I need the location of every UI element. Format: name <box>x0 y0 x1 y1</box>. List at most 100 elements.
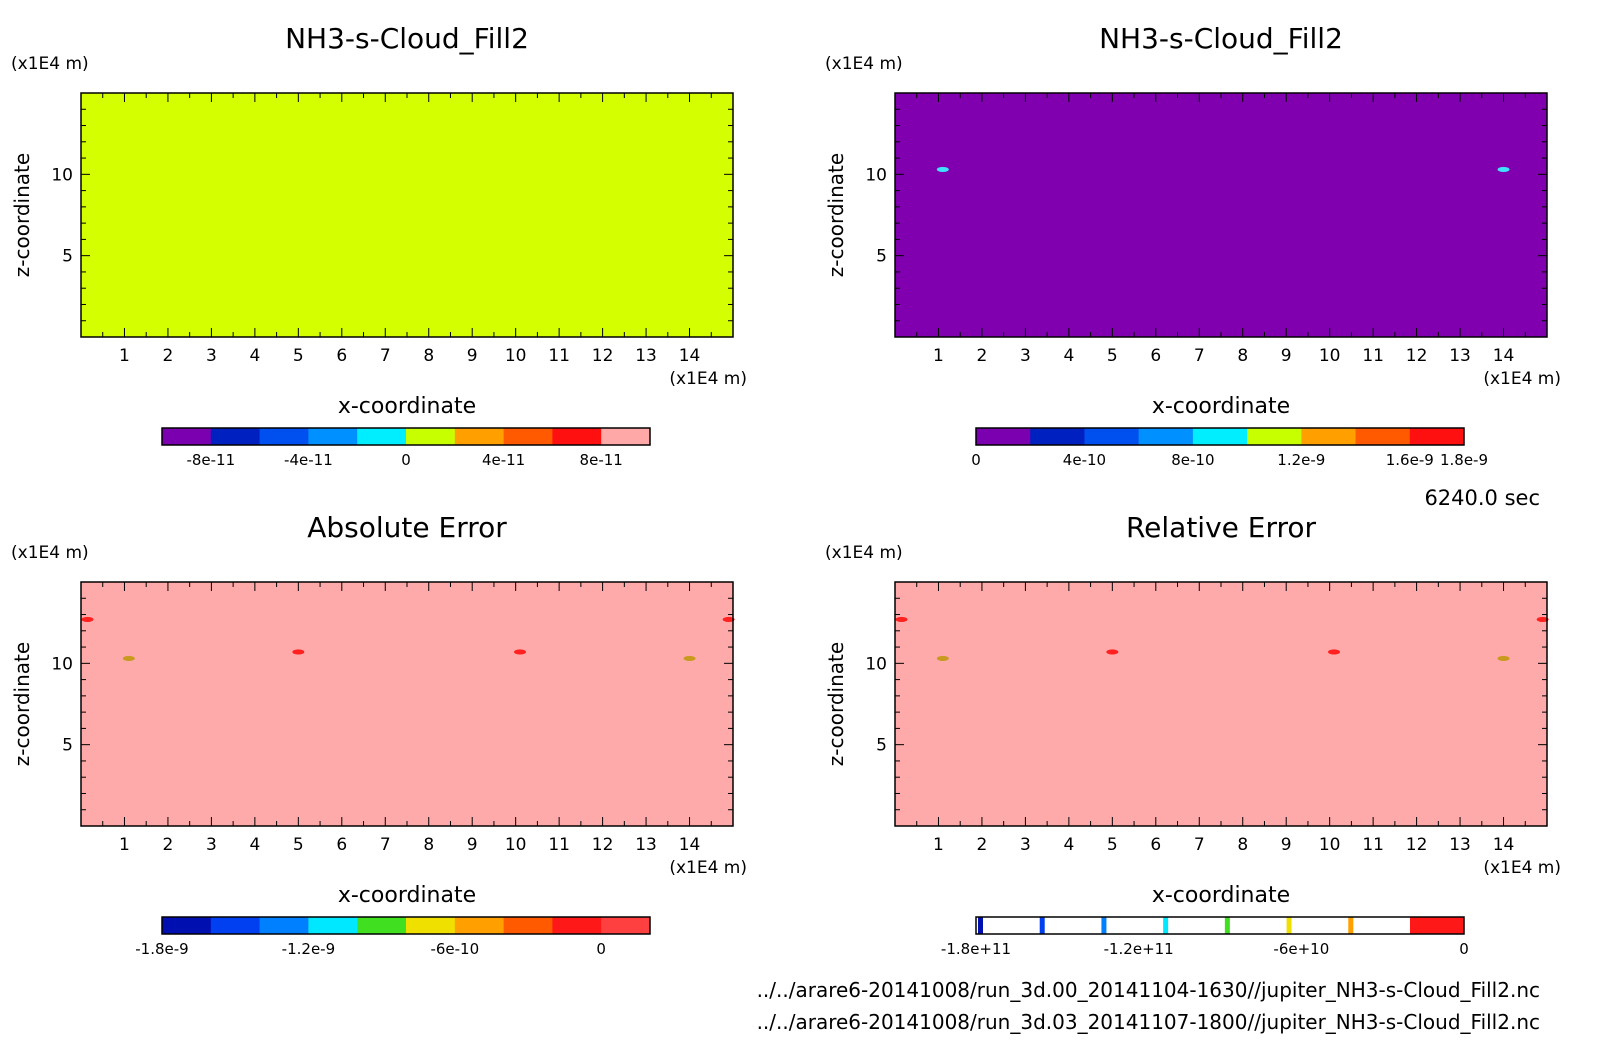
x-axis-label: x-coordinate <box>338 394 476 419</box>
x-tick-label: 4 <box>1063 346 1074 366</box>
colorbar-swatch <box>454 428 505 445</box>
colorbar-swatch <box>1138 428 1194 445</box>
x-tick-label: 7 <box>380 346 391 366</box>
x-tick-label: 11 <box>1362 835 1384 855</box>
x-tick-label: 8 <box>423 835 434 855</box>
time-label: 6240.0 sec <box>1424 486 1540 510</box>
z-tick-label: 10 <box>865 165 887 185</box>
colorbar-swatch <box>210 428 261 445</box>
colorbar-tick-label: 1.6e-9 <box>1386 451 1434 469</box>
colorbar-tick-label: 0 <box>971 451 981 469</box>
x-tick-label: 9 <box>467 835 478 855</box>
z-axis-label: z-coordinate <box>824 642 848 766</box>
heatmap-feature <box>1497 655 1510 662</box>
heatmap-feature <box>292 649 305 655</box>
colorbar-swatch <box>1101 917 1107 934</box>
x-tick-label: 4 <box>1063 835 1074 855</box>
x-axis-label: x-coordinate <box>1152 883 1290 908</box>
heatmap-feature <box>1328 649 1341 655</box>
colorbar-swatch <box>162 428 212 445</box>
colorbar-swatch <box>1409 428 1465 445</box>
heatmap-feature <box>895 616 908 623</box>
panel-2: NH3-s-Cloud_Fill2(x1E4 m)1 2 3 4 5 6 7 8 9 10 11 12… <box>824 22 1561 469</box>
x-axis-label: x-coordinate <box>1152 394 1290 419</box>
colorbar-swatch <box>357 917 407 934</box>
x-tick-label: 7 <box>380 835 391 855</box>
x-tick-label: 9 <box>1281 346 1292 366</box>
x-tick-label: 10 <box>1319 835 1341 855</box>
x-tick-label: 8 <box>1237 835 1248 855</box>
heatmap-field <box>81 93 733 337</box>
x-tick-label: 13 <box>635 835 657 855</box>
x-tick-label: 1 <box>933 346 944 366</box>
x-tick-label: 6 <box>336 835 347 855</box>
colorbar-swatch <box>259 428 309 445</box>
heatmap-feature <box>936 166 949 173</box>
colorbar-tick-label: -1.8e-9 <box>135 940 188 958</box>
z-tick-label: 10 <box>51 165 73 185</box>
colorbar-swatch <box>978 917 983 934</box>
x-tick-label: 10 <box>505 835 527 855</box>
heatmap-feature <box>1106 649 1119 655</box>
colorbar-tick-label: -1.2e-9 <box>282 940 335 958</box>
colorbar: 0 4e-10 8e-10 1.2e-9 1.6e-9 1.8e-9 <box>971 427 1488 469</box>
x-tick-label: 11 <box>548 835 570 855</box>
colorbar-tick-label: 1.2e-9 <box>1277 451 1325 469</box>
z-axis-label: z-coordinate <box>824 153 848 277</box>
colorbar-tick-label: -8e-11 <box>186 451 235 469</box>
colorbar-tick-label: 8e-10 <box>1171 451 1214 469</box>
colorbar-swatch <box>1410 917 1464 934</box>
x-tick-label: 10 <box>505 346 527 366</box>
colorbar-swatch <box>357 428 407 445</box>
heatmap-feature <box>81 616 94 623</box>
heatmap-field <box>895 582 1547 826</box>
panel-1: NH3-s-Cloud_Fill2(x1E4 m)1 2 3 4 5 6 7 8 9 10 11 12… <box>10 22 747 469</box>
x-tick-label: 1 <box>119 346 130 366</box>
colorbar-swatch <box>1084 428 1140 445</box>
x-tick-label: 13 <box>635 346 657 366</box>
z-unit-label: (x1E4 m) <box>825 54 903 74</box>
x-tick-label: 9 <box>467 346 478 366</box>
colorbar-swatch <box>1355 428 1411 445</box>
colorbar-swatch <box>552 917 602 934</box>
x-unit-label: (x1E4 m) <box>1483 369 1561 389</box>
x-tick-label: 14 <box>1493 346 1515 366</box>
x-tick-label: 8 <box>423 346 434 366</box>
colorbar-swatch <box>1039 917 1045 934</box>
colorbar-tick-label: 0 <box>401 451 411 469</box>
colorbar-tick-label: -4e-11 <box>284 451 333 469</box>
colorbar-swatch <box>503 917 553 934</box>
z-unit-label: (x1E4 m) <box>11 543 89 563</box>
colorbar-swatch <box>1192 428 1248 445</box>
x-tick-label: 11 <box>1362 346 1384 366</box>
z-tick-label: 10 <box>51 654 73 674</box>
colorbar-swatch <box>454 917 505 934</box>
x-tick-label: 5 <box>1107 346 1118 366</box>
x-tick-label: 2 <box>977 835 988 855</box>
colorbar: -1.8e+11 -1.2e+11 -6e+10 0 <box>941 916 1469 958</box>
plot-frame <box>80 581 734 827</box>
x-tick-label: 1 <box>933 835 944 855</box>
x-tick-label: 12 <box>592 346 614 366</box>
colorbar-tick-label: 4e-10 <box>1063 451 1106 469</box>
x-tick-label: 6 <box>1150 346 1161 366</box>
file-path-2: ../../arare6-20141008/run_3d.03_20141107… <box>757 1010 1540 1034</box>
x-tick-label: 8 <box>1237 346 1248 366</box>
x-unit-label: (x1E4 m) <box>1483 858 1561 878</box>
z-unit-label: (x1E4 m) <box>825 543 903 563</box>
colorbar-frame <box>975 916 1465 935</box>
colorbar-swatch <box>1286 917 1292 934</box>
file-path-1: ../../arare6-20141008/run_3d.00_20141104… <box>757 978 1540 1002</box>
colorbar-tick-label: -6e+10 <box>1273 940 1329 958</box>
z-tick-label: 5 <box>876 736 887 756</box>
x-tick-label: 2 <box>977 346 988 366</box>
x-tick-label: 14 <box>679 346 701 366</box>
x-tick-label: 6 <box>336 346 347 366</box>
x-tick-label: 2 <box>163 346 174 366</box>
colorbar-frame <box>975 427 1465 446</box>
x-tick-label: 3 <box>206 346 217 366</box>
heatmap-feature <box>722 616 735 623</box>
z-unit-label: (x1E4 m) <box>11 54 89 74</box>
x-tick-label: 14 <box>679 835 701 855</box>
